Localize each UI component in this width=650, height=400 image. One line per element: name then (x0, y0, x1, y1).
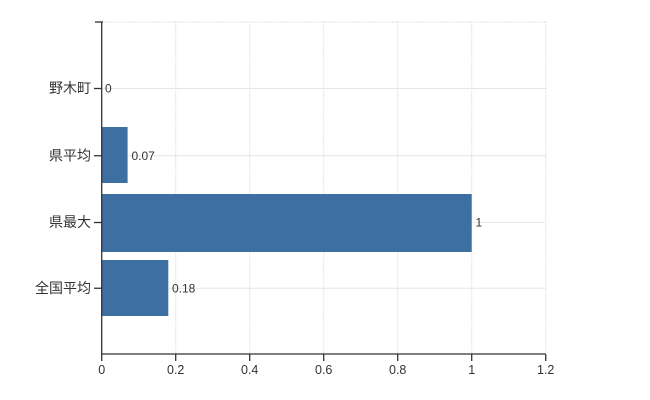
svg-text:1: 1 (468, 363, 475, 377)
svg-text:0.07: 0.07 (132, 149, 156, 163)
svg-text:野木町: 野木町 (49, 80, 91, 96)
svg-text:0: 0 (105, 82, 112, 96)
svg-text:県最大: 県最大 (49, 214, 91, 230)
svg-text:0: 0 (98, 363, 105, 377)
svg-text:1: 1 (476, 216, 483, 230)
svg-text:0.2: 0.2 (167, 363, 184, 377)
svg-text:県平均: 県平均 (49, 147, 91, 163)
svg-text:0.18: 0.18 (172, 281, 196, 295)
svg-text:0.8: 0.8 (389, 363, 406, 377)
svg-text:1.2: 1.2 (537, 363, 554, 377)
svg-text:0.4: 0.4 (241, 363, 258, 377)
svg-text:0.6: 0.6 (315, 363, 332, 377)
svg-text:全国平均: 全国平均 (35, 280, 91, 296)
